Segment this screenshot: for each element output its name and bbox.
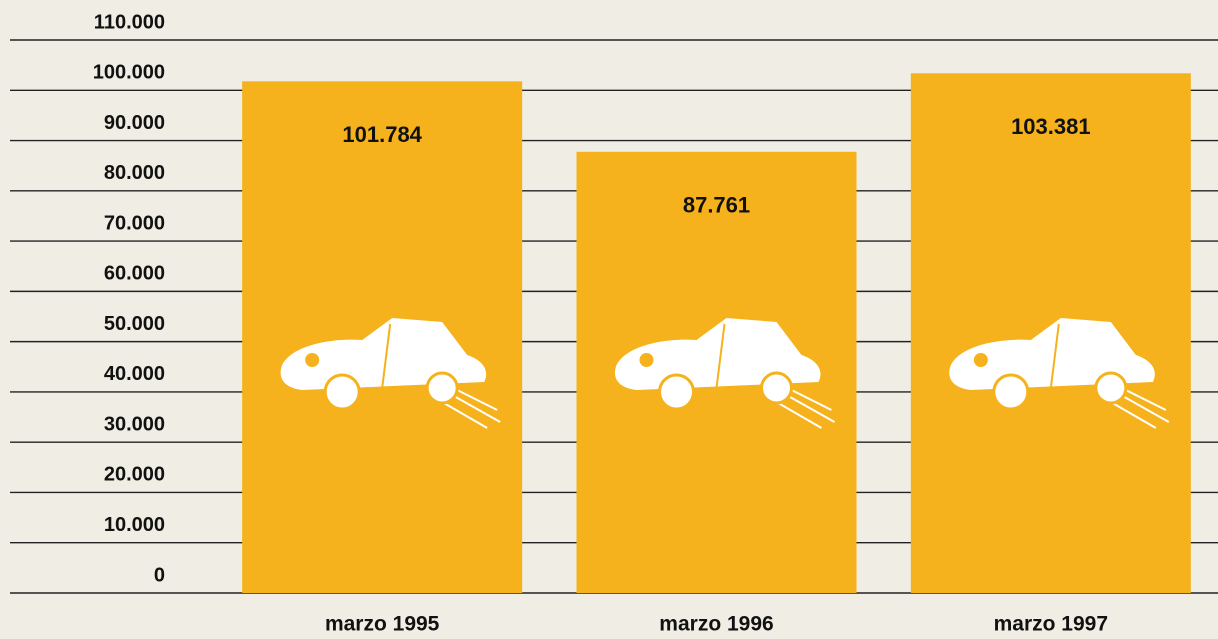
y-tick-label: 50.000 [104,313,165,335]
y-tick-label: 90.000 [104,112,165,134]
taxi-eye [305,353,319,367]
y-tick-label: 20.000 [104,464,165,486]
taxi-wheel [427,373,457,403]
taxi-wheel [994,375,1028,409]
y-tick-label: 80.000 [104,162,165,184]
y-tick-label: 60.000 [104,263,165,285]
taxi-wheel [762,373,792,403]
y-tick-label: 30.000 [104,413,165,435]
taxi-wheel [660,375,694,409]
taxi-wheel [325,375,359,409]
chart: 0 10.000 20.000 30.000 40.000 50.000 60.000 70.… [0,0,1218,639]
y-tick-label: 110.000 [94,11,165,33]
y-tick-label: 0 [154,564,165,586]
value-label: 87.761 [683,193,750,218]
y-tick-label: 10.000 [104,514,165,536]
y-tick-label: 100.000 [93,62,165,84]
taxi-eye [974,353,988,367]
y-tick-label: 70.000 [104,212,165,234]
x-tick-label: marzo 1996 [659,613,773,636]
x-tick-label: marzo 1995 [325,613,440,636]
y-tick-label: 40.000 [104,363,165,385]
page: {"chart_data": {"type": "bar", "categori… [0,0,1218,639]
taxi-wheel [1096,373,1126,403]
value-label: 101.784 [342,122,422,147]
taxi-eye [640,353,654,367]
x-tick-label: marzo 1997 [994,613,1108,636]
value-label: 103.381 [1011,114,1091,139]
